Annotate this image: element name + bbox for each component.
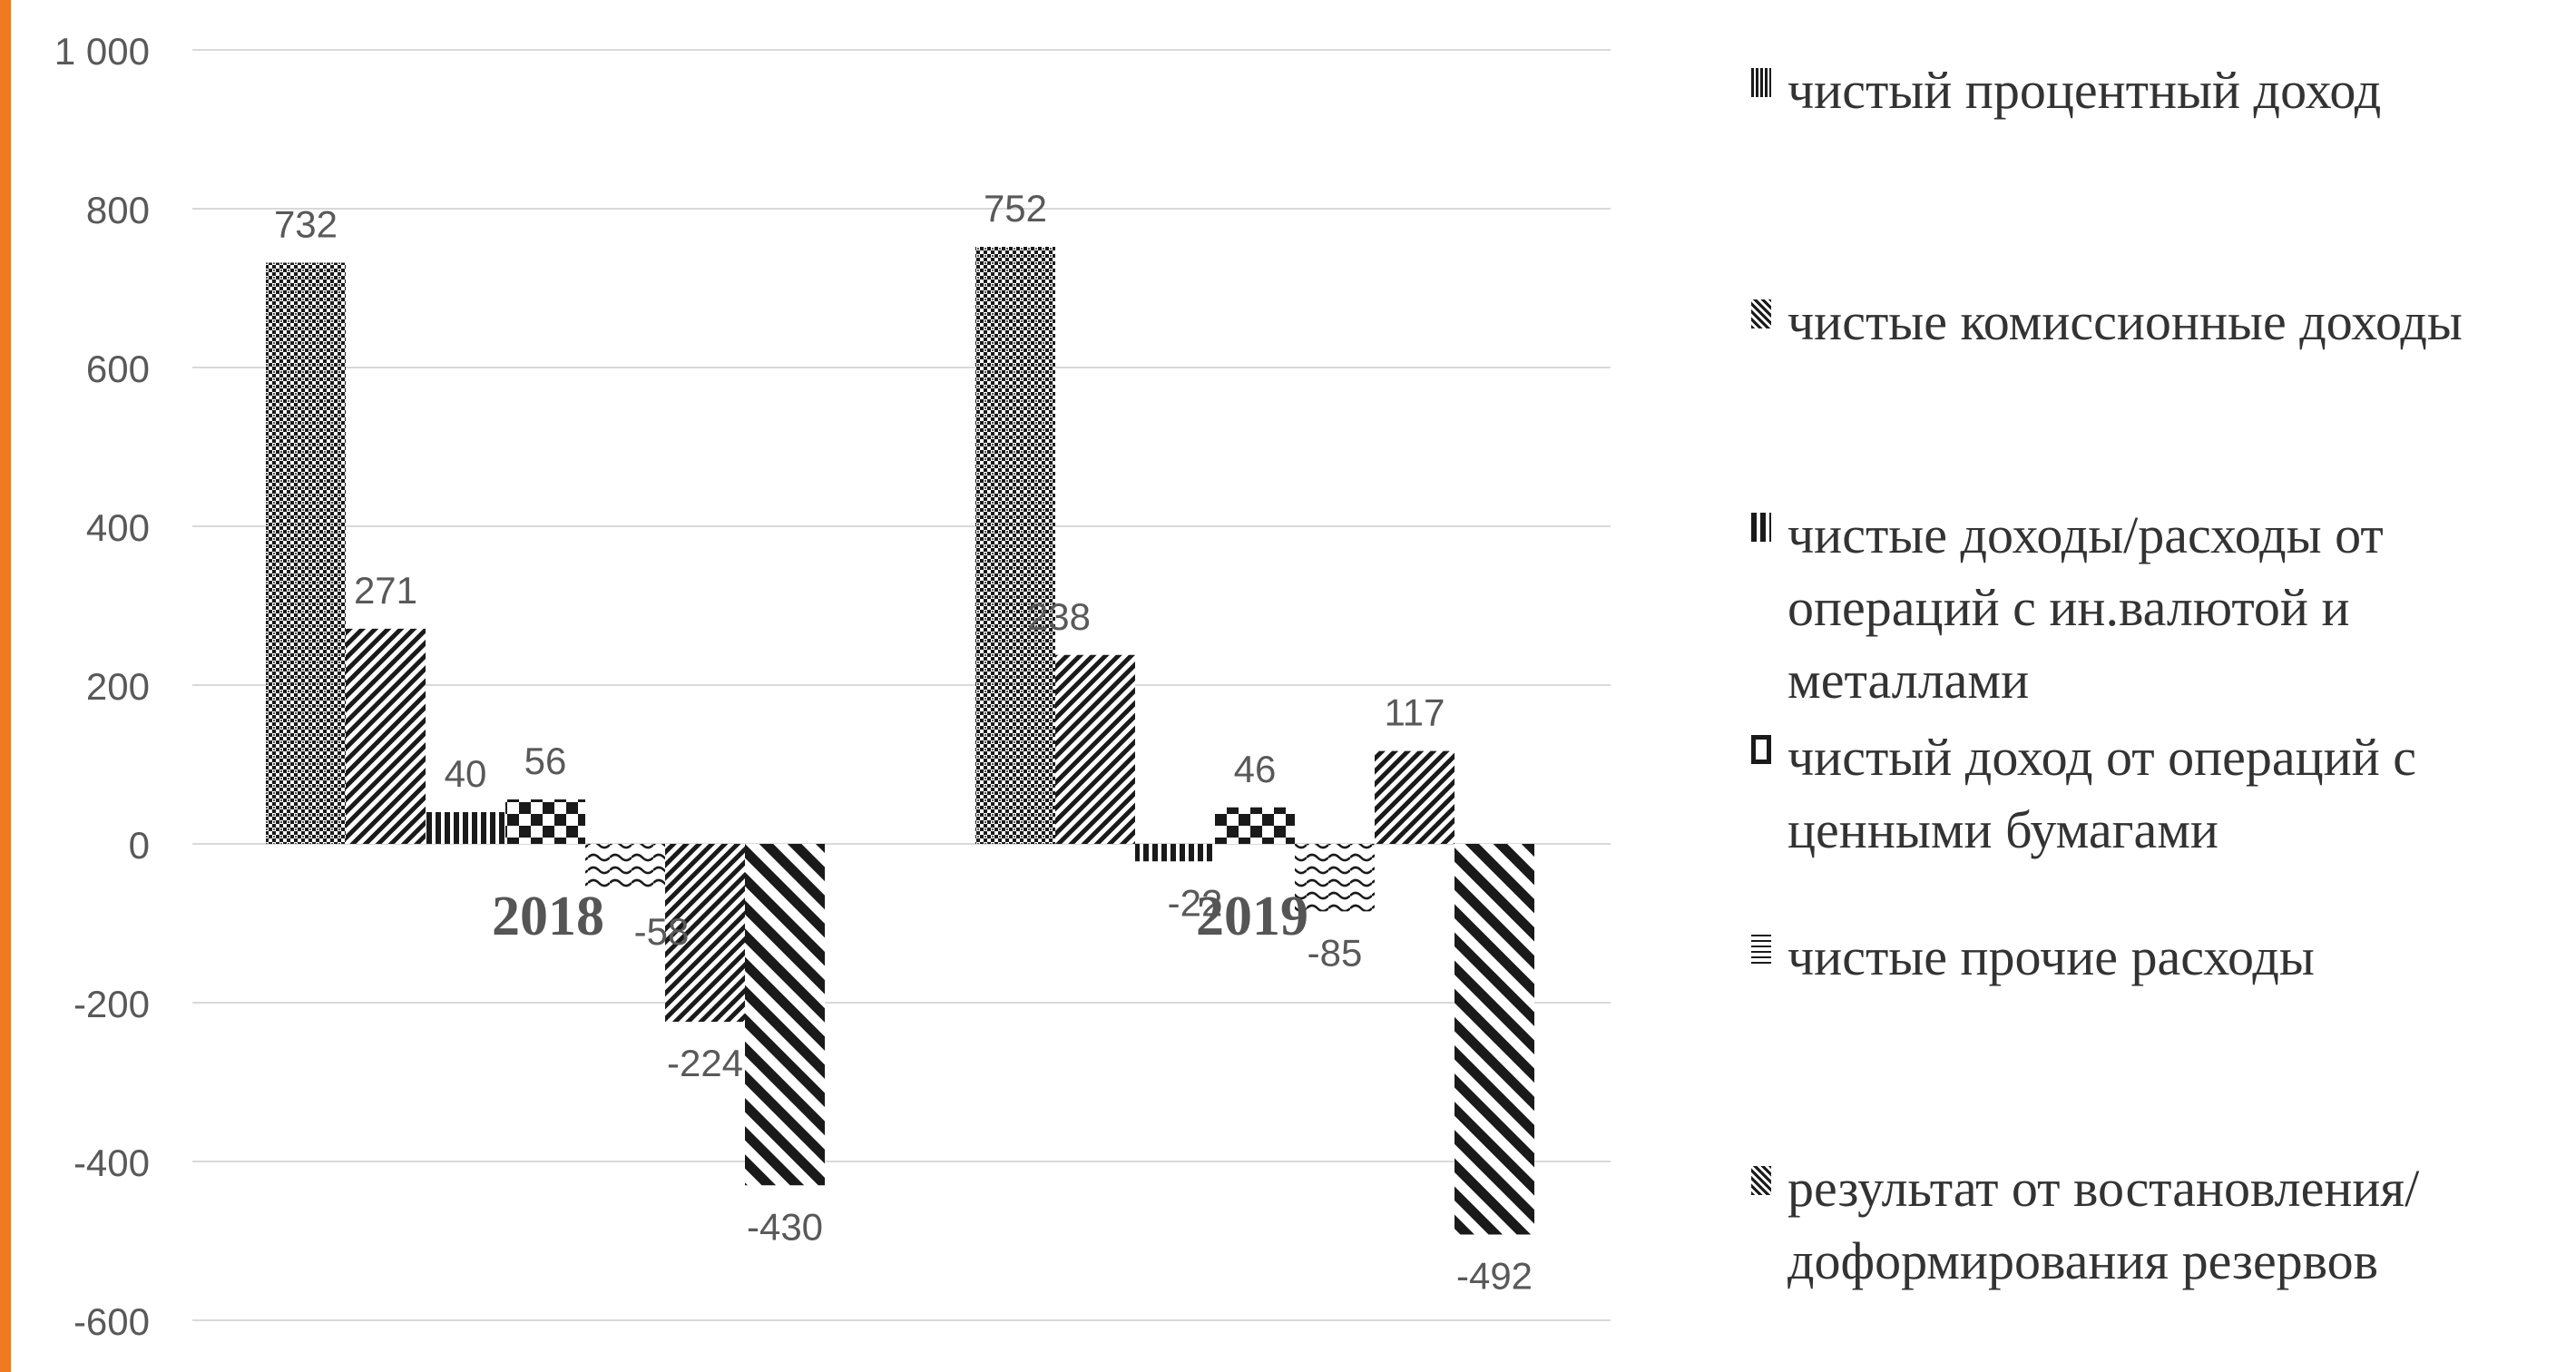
legend-swatch-icon xyxy=(1751,299,1771,328)
left-accent-border xyxy=(0,0,11,1372)
bar xyxy=(346,628,426,844)
data-label: -85 xyxy=(1308,931,1363,974)
data-label: -22 xyxy=(1168,881,1223,924)
bar xyxy=(1215,807,1295,844)
data-label: -58 xyxy=(634,910,690,953)
y-tick-label: 400 xyxy=(86,506,150,549)
legend-swatch-icon xyxy=(1751,513,1771,542)
data-label: -224 xyxy=(667,1042,743,1084)
legend-label: результат от востановления/доформировани… xyxy=(1788,1159,2420,1290)
y-tick-label: 0 xyxy=(129,824,150,867)
data-label: 46 xyxy=(1234,748,1277,790)
data-label: 732 xyxy=(274,203,338,246)
legend-label: чистые прочие расходы xyxy=(1788,927,2315,986)
legend-swatch-icon xyxy=(1751,935,1771,964)
bar xyxy=(505,799,585,844)
data-label: 752 xyxy=(984,187,1047,230)
bar xyxy=(1135,844,1215,862)
legend-swatch-icon xyxy=(1751,68,1771,97)
legend-item: чистый доход от операций с ценными бумаг… xyxy=(1751,721,2568,867)
data-label: -492 xyxy=(1456,1255,1533,1298)
legend-item: чистые доходы/расходы от операций с ин.в… xyxy=(1751,499,2568,717)
legend-swatch-icon xyxy=(1751,1166,1771,1195)
bar xyxy=(975,247,1055,844)
chart-legend: чистый процентный доход чистые комиссионн… xyxy=(1751,54,2568,1361)
y-tick-label: -200 xyxy=(73,983,150,1025)
legend-label: чистые комиссионные доходы xyxy=(1788,292,2463,351)
y-tick-label: -600 xyxy=(73,1300,150,1343)
legend-item: чистый процентный доход xyxy=(1751,54,2568,127)
data-label: 56 xyxy=(524,740,567,782)
bar xyxy=(266,262,346,844)
bar xyxy=(1455,844,1534,1235)
legend-label: чистый процентный доход xyxy=(1788,61,2382,120)
bar xyxy=(745,844,825,1186)
data-label: 238 xyxy=(1027,595,1091,638)
data-label: 40 xyxy=(445,752,487,795)
bar xyxy=(426,812,505,844)
data-label: -430 xyxy=(747,1205,823,1248)
category-label: 2018 xyxy=(492,886,604,947)
y-tick-label: 200 xyxy=(86,665,150,708)
legend-item: результат от востановления/доформировани… xyxy=(1751,1152,2568,1298)
data-label: 271 xyxy=(354,569,417,612)
bar-chart: 1 000 800 600 400 200 0 -200 -400 -600 732 752 271… xyxy=(54,30,1611,1343)
bar xyxy=(1055,654,1135,844)
bar xyxy=(585,844,665,890)
legend-label: чистые доходы/расходы от операций с ин.в… xyxy=(1788,505,2384,710)
legend-item: чистые комиссионные доходы xyxy=(1751,286,2568,358)
bar xyxy=(665,844,745,1022)
bar xyxy=(1375,750,1455,844)
y-tick-label: 1 000 xyxy=(54,30,150,73)
y-tick-label: 800 xyxy=(86,189,150,231)
category-label: 2019 xyxy=(1196,886,1308,947)
legend-label: чистый доход от операций с ценными бумаг… xyxy=(1788,728,2416,859)
bar xyxy=(1295,844,1375,912)
legend-swatch-icon xyxy=(1751,735,1771,764)
y-tick-label: -400 xyxy=(73,1142,150,1184)
y-tick-label: 600 xyxy=(86,348,150,390)
legend-item: чистые прочие расходы xyxy=(1751,921,2568,994)
data-label: 117 xyxy=(1385,691,1445,734)
